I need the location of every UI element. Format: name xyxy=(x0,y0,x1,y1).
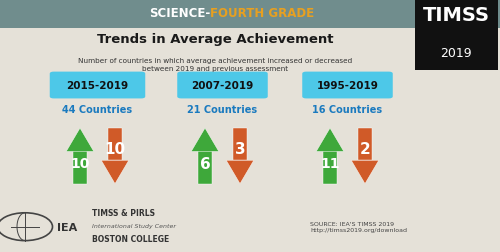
FancyBboxPatch shape xyxy=(302,72,392,99)
Text: Trends in Average Achievement: Trends in Average Achievement xyxy=(97,33,333,46)
Text: 10: 10 xyxy=(104,142,126,156)
Bar xyxy=(0,0,500,29)
Bar xyxy=(415,0,498,71)
Text: SCIENCE-: SCIENCE- xyxy=(149,7,210,20)
Polygon shape xyxy=(101,161,129,184)
Polygon shape xyxy=(316,129,344,152)
Text: 2: 2 xyxy=(360,142,370,156)
Text: FOURTH GRADE: FOURTH GRADE xyxy=(210,7,314,20)
Text: IEA: IEA xyxy=(58,222,78,232)
Polygon shape xyxy=(226,161,254,184)
Text: 21 Countries: 21 Countries xyxy=(188,105,258,115)
Text: 2015-2019: 2015-2019 xyxy=(66,81,128,91)
Text: Number of countries in which average achievement increased or decreased
between : Number of countries in which average ach… xyxy=(78,57,352,71)
Bar xyxy=(323,152,337,184)
Polygon shape xyxy=(66,129,94,152)
Polygon shape xyxy=(191,129,219,152)
Text: 2019: 2019 xyxy=(440,46,472,59)
Text: 16 Countries: 16 Countries xyxy=(312,105,382,115)
Text: International Study Center: International Study Center xyxy=(92,223,176,228)
Text: 10: 10 xyxy=(70,156,90,170)
Text: 1995-2019: 1995-2019 xyxy=(316,81,378,91)
Text: 44 Countries: 44 Countries xyxy=(62,105,132,115)
Text: 6: 6 xyxy=(200,156,210,171)
Bar xyxy=(233,129,247,161)
Text: 2007-2019: 2007-2019 xyxy=(192,81,254,91)
Text: 3: 3 xyxy=(234,142,246,156)
FancyBboxPatch shape xyxy=(50,72,145,99)
Text: TIMSS: TIMSS xyxy=(423,6,490,25)
Bar xyxy=(73,152,87,184)
Text: SOURCE: IEA'S TIMSS 2019
http://timss2019.org/download: SOURCE: IEA'S TIMSS 2019 http://timss201… xyxy=(310,222,407,232)
Bar xyxy=(198,152,212,184)
Bar xyxy=(358,129,372,161)
Text: TIMSS & PIRLS: TIMSS & PIRLS xyxy=(92,208,156,217)
FancyBboxPatch shape xyxy=(177,72,268,99)
Bar xyxy=(108,129,122,161)
Text: 11: 11 xyxy=(320,156,340,170)
Text: BOSTON COLLEGE: BOSTON COLLEGE xyxy=(92,234,170,243)
Polygon shape xyxy=(351,161,379,184)
